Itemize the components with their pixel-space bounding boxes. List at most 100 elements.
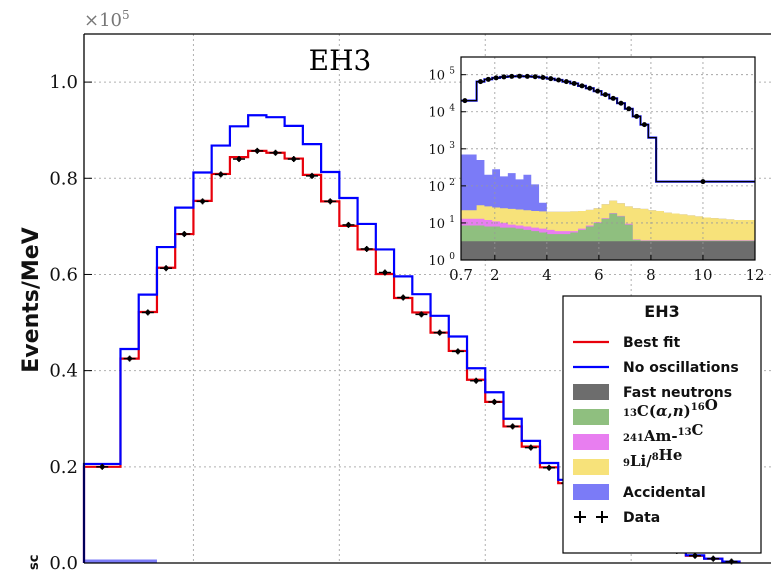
inset-y-tick-label: 10 xyxy=(428,69,445,84)
inset-data-point xyxy=(485,76,491,82)
data-point xyxy=(251,147,264,154)
data-point xyxy=(506,423,519,430)
inset-x-tick-label: 2 xyxy=(490,266,500,284)
inset-frame xyxy=(460,56,756,261)
data-point-marker xyxy=(419,311,424,317)
data-point-marker xyxy=(145,310,151,315)
legend-entry: 13C(α,n)16O xyxy=(573,396,718,425)
inset-data-point xyxy=(524,73,530,79)
data-point-marker xyxy=(400,295,406,300)
data-point xyxy=(96,463,109,470)
data-point xyxy=(214,171,227,178)
inset-x-tick-label: 12 xyxy=(745,266,764,284)
legend-label: 9Li/8He xyxy=(623,446,682,470)
data-point-marker xyxy=(491,399,497,405)
data-point xyxy=(488,398,501,405)
y-axis-label: Events/MeV xyxy=(19,227,44,372)
legend-entry: Accidental xyxy=(573,484,706,501)
inset-data-point xyxy=(610,95,616,101)
data-point xyxy=(470,377,483,384)
inset-data-point xyxy=(700,179,706,185)
data-point xyxy=(433,329,446,336)
data-point-marker xyxy=(327,198,333,204)
inset-x-tick-label: 10 xyxy=(693,266,712,284)
data-point xyxy=(543,464,556,471)
inset-y-tick-exponent: 4 xyxy=(449,104,455,114)
legend-swatch-patch xyxy=(573,434,609,450)
legend-label: 241Am-13C xyxy=(623,421,704,445)
legend-label: Accidental xyxy=(623,485,706,501)
inset-total-outline xyxy=(461,75,755,183)
data-point-marker xyxy=(346,222,351,228)
chart-title: EH3 xyxy=(309,44,372,77)
inset-data-point xyxy=(478,79,484,85)
legend-label: No oscillations xyxy=(623,360,739,376)
inset-data-point xyxy=(634,113,640,119)
inset-y-tick-label: 10 xyxy=(428,143,445,158)
legend-swatch-patch xyxy=(573,459,609,475)
y-tick-label: 0.0 xyxy=(49,553,78,572)
inset-y-tick-exponent: 1 xyxy=(449,215,455,225)
data-point xyxy=(233,156,246,163)
data-point-marker xyxy=(692,553,698,559)
data-point xyxy=(178,231,191,238)
data-point-marker xyxy=(273,150,278,156)
data-point-marker xyxy=(291,156,297,162)
data-point-marker xyxy=(455,349,461,354)
data-point-marker xyxy=(236,156,242,162)
inset-data-point xyxy=(602,92,608,98)
data-point xyxy=(415,311,428,318)
inset-y-tick-exponent: 0 xyxy=(449,252,455,262)
inset-data-point xyxy=(579,83,585,89)
data-point xyxy=(141,309,154,316)
data-point xyxy=(689,552,702,559)
inset-y-tick-exponent: 2 xyxy=(449,178,455,188)
data-point-marker xyxy=(127,356,132,362)
data-point-marker xyxy=(254,148,260,154)
data-point xyxy=(324,198,337,205)
inset-data-point xyxy=(493,75,499,81)
data-point-marker xyxy=(218,172,224,177)
data-point xyxy=(524,444,537,451)
legend-entry: Fast neutrons xyxy=(573,384,732,401)
data-point xyxy=(360,245,373,252)
inset-data-point xyxy=(618,100,624,106)
inset-y-tick-label: 10 xyxy=(428,106,445,121)
data-point xyxy=(397,294,410,301)
inset-y-tick-label: 10 xyxy=(428,254,445,269)
inset-y-tick-label: 10 xyxy=(428,180,445,195)
legend-label: Data xyxy=(623,510,660,526)
data-point-marker xyxy=(364,246,370,252)
inset-y-tick-exponent: 3 xyxy=(449,141,455,151)
inset-data-point xyxy=(532,74,538,80)
inset-data-point xyxy=(571,80,577,86)
inset-x-tick-label: 0.7 xyxy=(449,266,473,284)
data-point-marker xyxy=(710,556,716,562)
data-point-marker xyxy=(546,465,552,471)
inset-data-point xyxy=(556,77,562,83)
inset-data-point xyxy=(587,85,593,91)
legend-swatch-patch xyxy=(573,384,609,400)
legend-entry: 241Am-13C xyxy=(573,421,704,450)
data-point xyxy=(196,198,209,205)
data-point-marker xyxy=(200,198,205,204)
data-point-marker xyxy=(528,445,534,450)
inset-data-point xyxy=(563,79,569,85)
inset-data-point xyxy=(595,88,601,94)
inset-data-point xyxy=(509,73,515,79)
legend: EH3 Best fit No oscillations Fast neutrons1… xyxy=(562,295,762,554)
data-point xyxy=(305,172,318,179)
y-tick-label: 0.8 xyxy=(49,168,78,189)
inset-data-point xyxy=(626,106,632,112)
legend-title: EH3 xyxy=(644,302,679,321)
inset-data-point xyxy=(548,76,554,82)
data-point xyxy=(707,555,720,562)
inset-plot: 10 0 10 1 10 2 10 3 10 4 10 5 0.7 2 4 6 8 10 12 xyxy=(428,56,765,284)
data-point xyxy=(123,355,136,362)
inset-data-point xyxy=(462,98,468,104)
y-tick-label: 1.0 xyxy=(49,72,78,93)
data-point-marker xyxy=(163,265,169,271)
inset-y-tick-exponent: 5 xyxy=(449,67,455,77)
inset-x-tick-label: 8 xyxy=(646,266,656,284)
